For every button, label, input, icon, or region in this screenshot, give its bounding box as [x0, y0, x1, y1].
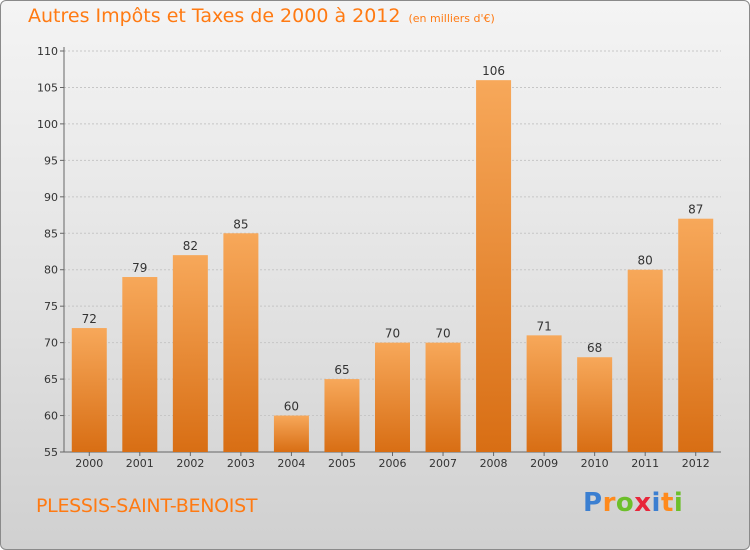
data-label-2010: 68 [587, 341, 602, 355]
data-label-2000: 72 [82, 312, 97, 326]
data-label-2007: 70 [435, 327, 450, 341]
proxiti-logo[interactable]: Proxiti [583, 488, 683, 518]
title-row: Autres Impôts et Taxes de 2000 à 2012 (en… [28, 5, 495, 27]
y-tick-label: 95 [44, 154, 58, 167]
x-tick-label-2009: 2009 [530, 457, 558, 470]
bar-2008 [476, 80, 512, 452]
x-tick-label-2003: 2003 [227, 457, 255, 470]
bar-2001 [122, 277, 158, 452]
y-tick-label: 90 [44, 191, 58, 204]
y-tick-label: 100 [37, 118, 58, 131]
bar-layer [71, 80, 714, 452]
logo-letter: o [615, 488, 635, 518]
bar-2002 [172, 255, 208, 452]
data-label-2009: 71 [536, 319, 551, 333]
chart-subtitle: (en milliers d'€) [408, 12, 495, 25]
logo-letter: P [583, 488, 603, 518]
chart-title: Autres Impôts et Taxes de 2000 à 2012 [28, 5, 401, 27]
y-tick-label: 60 [44, 410, 58, 423]
logo-letter: r [602, 488, 616, 518]
bar-2012 [678, 218, 714, 452]
x-tick-label-2008: 2008 [480, 457, 508, 470]
y-tick-label: 85 [44, 227, 58, 240]
data-label-layer: 72 79 82 85 60 65 70 70 106 71 68 80 87 [82, 64, 704, 413]
y-tick-label: 55 [44, 446, 58, 459]
bar-2011 [627, 269, 663, 452]
y-tick-label: 105 [37, 81, 58, 94]
x-tick-label-2006: 2006 [379, 457, 407, 470]
location-label: PLESSIS-SAINT-BENOIST [36, 495, 258, 517]
y-tick-label: 110 [37, 45, 58, 58]
y-tick-label: 80 [44, 264, 58, 277]
y-tick-label: 65 [44, 373, 58, 386]
x-tick-label-2007: 2007 [429, 457, 457, 470]
y-tick-label: 75 [44, 300, 58, 313]
logo-letter: x [634, 488, 652, 518]
x-tick-label-2002: 2002 [176, 457, 204, 470]
x-tick-label-2005: 2005 [328, 457, 356, 470]
x-tick-label-2001: 2001 [126, 457, 154, 470]
data-label-2012: 87 [688, 203, 703, 217]
bar-2006 [375, 342, 410, 452]
data-label-2003: 85 [233, 217, 248, 231]
data-label-2002: 82 [183, 239, 198, 253]
data-label-2011: 80 [638, 254, 653, 268]
data-label-2001: 79 [132, 261, 147, 275]
bar-2005 [324, 379, 360, 452]
data-label-2006: 70 [385, 327, 400, 341]
x-tick-label-2010: 2010 [581, 457, 609, 470]
bar-2007 [425, 342, 461, 452]
bar-2010 [577, 357, 613, 452]
logo-letter: t [660, 488, 674, 518]
bar-2009 [526, 335, 562, 452]
x-tick-label-2000: 2000 [75, 457, 103, 470]
data-label-2005: 65 [334, 363, 349, 377]
data-label-2008: 106 [482, 64, 505, 78]
bar-2004 [273, 415, 309, 452]
logo-letter: i [651, 488, 661, 518]
x-tick-label-2004: 2004 [277, 457, 305, 470]
axis-layer: 55 60 65 70 75 80 85 90 95 100 105 110 2000 2001 2002 2… [37, 45, 721, 470]
logo-letter: i [673, 488, 684, 518]
bar-2000 [71, 328, 107, 452]
x-tick-label-2012: 2012 [682, 457, 710, 470]
y-tick-label: 70 [44, 337, 58, 350]
data-label-2004: 60 [284, 400, 299, 414]
x-tick-label-2011: 2011 [631, 457, 659, 470]
bar-2003 [223, 233, 259, 452]
